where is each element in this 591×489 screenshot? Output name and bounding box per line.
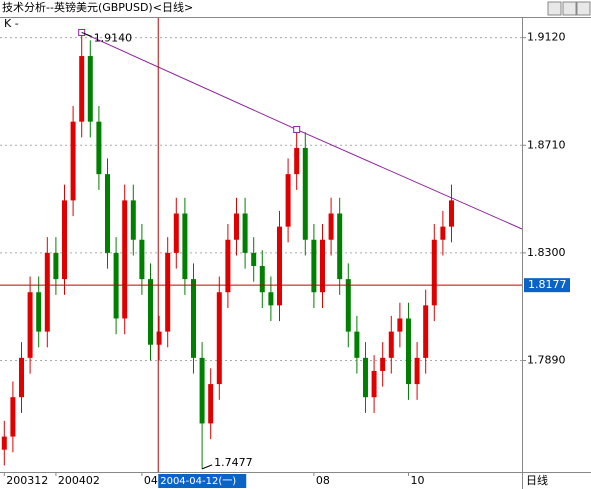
- candle-body: [423, 305, 429, 358]
- annotation-label: 1.7477: [214, 456, 253, 469]
- x-tick-label: 200312: [6, 474, 48, 487]
- candle-body: [156, 331, 162, 345]
- annotation-label: 1.9140: [94, 31, 133, 44]
- cursor-tag: [158, 474, 247, 488]
- candle-body: [225, 239, 231, 293]
- y-tick-label: 1.8710: [527, 138, 566, 151]
- candle-body: [27, 292, 33, 358]
- button[interactable]: [562, 1, 577, 16]
- candle-body: [311, 239, 317, 293]
- candle-body: [448, 200, 454, 227]
- candle-body: [242, 213, 248, 253]
- candle-body: [294, 147, 300, 175]
- candle-body: [190, 279, 196, 358]
- last-price-label: 1.8177: [528, 278, 567, 291]
- candle-body: [251, 252, 257, 266]
- x-unit-label: 日线: [526, 473, 548, 487]
- candle-body: [165, 252, 171, 332]
- candle-body: [431, 239, 437, 306]
- candle-body: [414, 357, 420, 385]
- x-tick-label: 04: [144, 474, 158, 487]
- candle-body: [371, 370, 377, 398]
- x-tick-label: 08: [316, 474, 330, 487]
- candle-body: [44, 252, 50, 332]
- annotation-pointer: [81, 31, 92, 37]
- candle-body: [328, 213, 334, 240]
- candle-body: [147, 279, 153, 345]
- button[interactable]: [576, 1, 591, 16]
- candle-body: [268, 292, 274, 306]
- chart-title: 技术分析--英镑美元(GBPUSD)<日线>: [2, 0, 193, 14]
- candle-body: [302, 147, 308, 240]
- candle-body: [36, 292, 42, 332]
- candle-body: [79, 56, 85, 122]
- candle-body: [104, 174, 110, 253]
- candle-body: [362, 357, 368, 398]
- candle-body: [87, 56, 93, 122]
- button[interactable]: [547, 1, 562, 16]
- candle-body: [1, 436, 7, 450]
- x-tick-label: 200402: [58, 474, 100, 487]
- candle-body: [173, 213, 179, 253]
- candle-body: [61, 200, 67, 280]
- candle-body: [319, 239, 325, 293]
- candle-body: [139, 239, 145, 280]
- candle-body: [380, 357, 386, 371]
- y-tick-label: 1.9120: [527, 31, 566, 44]
- candle-body: [397, 318, 403, 332]
- candle-body: [337, 213, 343, 280]
- y-tick-label: 1.7890: [527, 353, 566, 366]
- candle-body: [388, 331, 394, 358]
- candle-body: [113, 252, 119, 319]
- candle-body: [345, 279, 351, 332]
- candle-body: [96, 121, 102, 175]
- candle-body: [182, 213, 188, 280]
- candle-body: [70, 121, 76, 201]
- candle-body: [53, 252, 59, 280]
- trend-point: [293, 126, 301, 134]
- cursor-label: 2004-04-12(一): [160, 476, 236, 487]
- candle-body: [354, 331, 360, 358]
- candle-body: [233, 213, 239, 240]
- candle-body: [199, 357, 205, 424]
- candle-body: [276, 226, 282, 306]
- candle-body: [285, 174, 291, 227]
- x-tick-label: 10: [410, 474, 424, 487]
- legend-label: K -: [4, 17, 19, 30]
- candle-body: [208, 384, 214, 424]
- last-price-tag: [524, 278, 570, 293]
- y-tick-label: 1.8300: [527, 246, 566, 259]
- candle-body: [10, 397, 16, 437]
- candle-body: [122, 200, 128, 319]
- candle-body: [259, 265, 265, 293]
- candle-body: [216, 292, 222, 385]
- candle-body: [130, 200, 136, 240]
- annotation-pointer: [201, 464, 213, 470]
- candle-body: [405, 318, 411, 385]
- window-buttons[interactable]: [547, 1, 591, 16]
- candle-body: [440, 226, 446, 240]
- candle-body: [18, 357, 24, 398]
